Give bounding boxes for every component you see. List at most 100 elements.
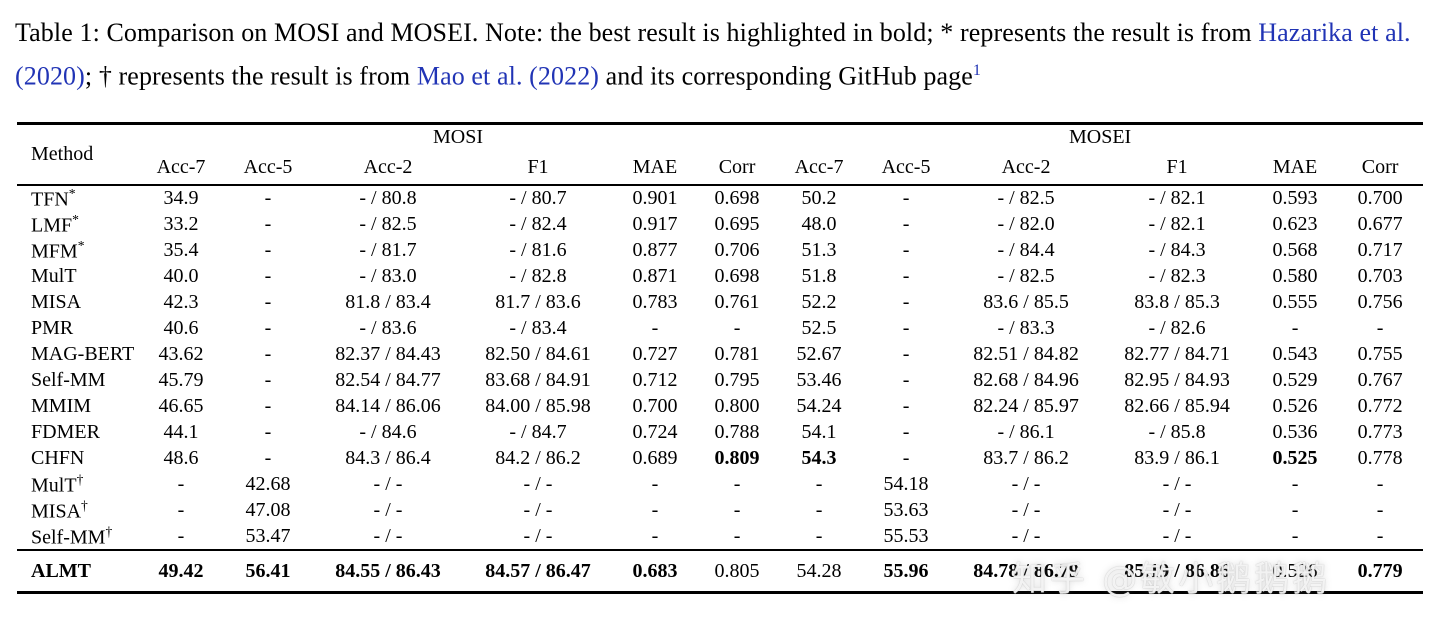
result-cell: 0.700 xyxy=(632,395,678,418)
result-cell: - xyxy=(902,395,910,418)
result-cell: 52.5 xyxy=(801,317,837,340)
result-cell: - xyxy=(1291,525,1299,548)
table-row: MFM* 35.4 - - / 81.7 - / 81.6 0.877 0.706 51.3 -… xyxy=(17,238,1423,264)
result-cell: - xyxy=(902,265,910,288)
result-cell: - xyxy=(651,317,659,340)
metric-header-mosi-acc-7: Acc-7 xyxy=(139,151,223,187)
method-name: MulT† xyxy=(31,471,84,497)
method-name: MFM* xyxy=(31,237,85,263)
method-name: MulT xyxy=(31,265,77,288)
method-name: TFN* xyxy=(31,186,76,211)
result-cell: - xyxy=(264,239,272,262)
result-cell: - / - xyxy=(1011,473,1041,496)
result-cell: - xyxy=(1376,317,1384,340)
result-cell: 82.68 / 84.96 xyxy=(973,369,1079,392)
results-table: Method MOSI MOSEI Acc-7 Acc-5 Acc-2 F1 MAE Co… xyxy=(17,121,1424,594)
result-cell: 0.529 xyxy=(1272,369,1318,392)
result-cell: 0.761 xyxy=(714,291,760,314)
result-cell: 0.543 xyxy=(1272,343,1318,366)
result-cell: - xyxy=(264,343,272,366)
method-column-header: Method xyxy=(17,123,139,187)
result-cell: - / 81.7 xyxy=(359,239,417,262)
result-cell: - / - xyxy=(1162,473,1192,496)
method-name: MISA xyxy=(31,291,82,314)
result-cell: - / 82.4 xyxy=(509,213,567,236)
result-cell: - / 82.0 xyxy=(997,213,1055,236)
caption-text-1: Table 1: Comparison on MOSI and MOSEI. N… xyxy=(15,18,1259,47)
method-name: LMF* xyxy=(31,211,79,237)
result-cell: 0.805 xyxy=(697,549,778,593)
mosi-group-header: MOSI xyxy=(433,126,484,149)
result-cell: 55.53 xyxy=(883,525,929,548)
method-name: ALMT xyxy=(17,549,139,593)
result-cell: - xyxy=(1376,525,1384,548)
result-cell: - xyxy=(264,317,272,340)
result-cell: - xyxy=(264,265,272,288)
table-row: TFN* 34.9 - - / 80.8 - / 80.7 0.901 0.698 50.2 -… xyxy=(17,185,1423,212)
group-header-row: Method MOSI MOSEI xyxy=(17,123,1423,187)
result-cell: 0.772 xyxy=(1357,395,1403,418)
result-cell: 0.781 xyxy=(714,343,760,366)
method-name: Self-MM xyxy=(31,369,106,392)
result-cell: - xyxy=(902,343,910,366)
result-cell: 56.41 xyxy=(223,549,313,593)
result-cell: - / 82.8 xyxy=(509,265,567,288)
caption-text-2: ; † represents the result is from xyxy=(84,61,417,91)
result-cell: 54.1 xyxy=(801,421,837,444)
result-cell: - / - xyxy=(1011,525,1041,548)
footnote-marker[interactable]: 1 xyxy=(972,62,982,79)
result-cell: - xyxy=(177,473,185,496)
result-cell: 34.9 xyxy=(163,187,199,210)
result-cell: 54.24 xyxy=(796,395,842,418)
table-row: MulT 40.0 - - / 83.0 - / 82.8 0.871 0.698 51.8 -… xyxy=(17,264,1423,290)
result-cell: - / - xyxy=(373,499,403,522)
result-cell: - / - xyxy=(1011,499,1041,522)
result-cell: 0.536 xyxy=(1272,421,1318,444)
result-cell: 82.37 / 84.43 xyxy=(335,343,441,366)
result-cell: 51.8 xyxy=(801,265,837,288)
caption-text-3: and its corresponding GitHub page xyxy=(599,61,973,91)
result-cell: 0.689 xyxy=(632,447,678,470)
result-cell: 0.717 xyxy=(1357,239,1403,262)
result-cell: 0.917 xyxy=(632,213,678,236)
result-cell: 0.526 xyxy=(1253,549,1338,593)
result-cell: - xyxy=(651,473,659,496)
result-cell: - xyxy=(902,369,910,392)
result-cell: - xyxy=(1376,473,1384,496)
result-cell: 0.800 xyxy=(714,395,760,418)
result-cell: 0.778 xyxy=(1357,447,1403,470)
result-cell: 54.18 xyxy=(883,473,929,496)
result-cell: - xyxy=(1291,317,1299,340)
result-cell: 46.65 xyxy=(158,395,204,418)
result-cell: 0.698 xyxy=(714,265,760,288)
table-row: FDMER 44.1 - - / 84.6 - / 84.7 0.724 0.788 54.1… xyxy=(17,420,1423,446)
result-cell: - / 82.6 xyxy=(1148,317,1206,340)
table-row: CHFN 48.6 - 84.3 / 86.4 84.2 / 86.2 0.689 0.80… xyxy=(17,446,1423,472)
result-cell: 0.525 xyxy=(1272,447,1318,470)
method-superscript: * xyxy=(72,211,79,227)
result-cell: 0.695 xyxy=(714,213,760,236)
method-name: MMIM xyxy=(31,395,92,418)
result-cell: - / - xyxy=(373,473,403,496)
result-cell: - xyxy=(177,499,185,522)
result-cell: - xyxy=(902,213,910,236)
result-cell: 84.78 / 86.79 xyxy=(951,549,1102,593)
result-cell: - xyxy=(264,291,272,314)
result-cell: - / 86.1 xyxy=(997,421,1055,444)
citation-link-hazarika[interactable]: Hazarika et al. (2020) xyxy=(15,18,1411,91)
result-cell: 51.3 xyxy=(801,239,837,262)
citation-link-mao[interactable]: Mao et al. (2022) xyxy=(416,61,600,91)
metric-header-mosi-acc-2: Acc-2 xyxy=(313,151,463,187)
result-cell: 82.51 / 84.82 xyxy=(973,343,1079,366)
result-cell: - xyxy=(902,421,910,444)
metric-header-mosei-acc-5: Acc-5 xyxy=(861,151,952,187)
result-cell: 49.42 xyxy=(139,549,223,593)
result-cell: - xyxy=(264,187,272,210)
result-cell: 0.783 xyxy=(632,291,678,314)
mosei-group-header: MOSEI xyxy=(1068,126,1132,149)
table-row: Self-MM† - 53.47 - / - - / - - - - 55.53 - / - - /… xyxy=(17,524,1423,551)
table-row: Self-MM 45.79 - 82.54 / 84.77 83.68 / 84.91 0… xyxy=(17,368,1423,394)
result-cell: - xyxy=(902,317,910,340)
result-cell: - xyxy=(902,291,910,314)
result-cell: - / 84.6 xyxy=(359,421,417,444)
